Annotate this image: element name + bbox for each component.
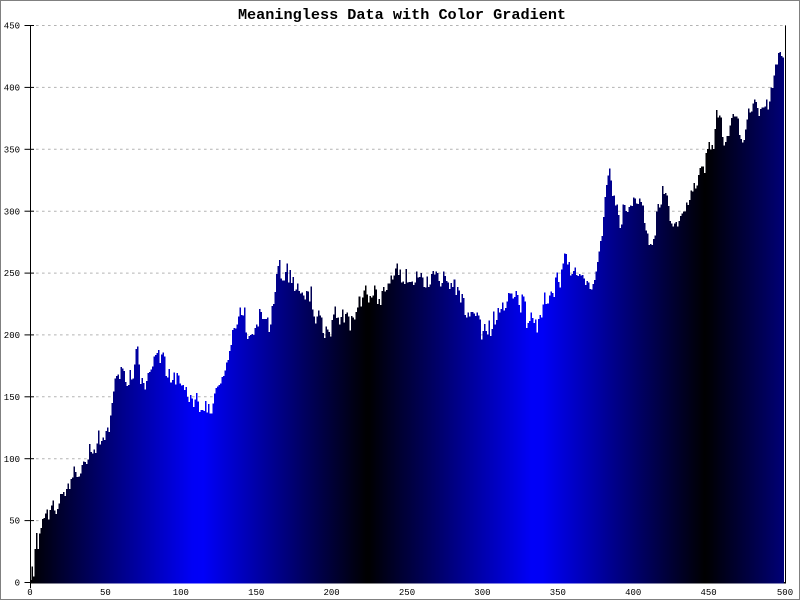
svg-text:100: 100 [4,455,20,465]
svg-text:0: 0 [15,579,20,589]
svg-text:350: 350 [4,145,20,155]
svg-text:100: 100 [173,588,189,598]
svg-text:250: 250 [399,588,415,598]
svg-text:Meaningless Data with Color Gr: Meaningless Data with Color Gradient [238,6,566,24]
svg-text:150: 150 [4,393,20,403]
svg-text:400: 400 [625,588,641,598]
svg-text:400: 400 [4,84,20,94]
svg-text:450: 450 [700,588,716,598]
svg-text:500: 500 [777,588,793,598]
svg-text:450: 450 [4,22,20,32]
svg-text:300: 300 [4,207,20,217]
svg-text:0: 0 [27,588,32,598]
svg-text:300: 300 [474,588,490,598]
svg-text:50: 50 [9,517,20,527]
svg-text:150: 150 [248,588,264,598]
svg-text:200: 200 [4,331,20,341]
svg-text:250: 250 [4,269,20,279]
svg-text:50: 50 [100,588,111,598]
svg-text:350: 350 [550,588,566,598]
svg-text:200: 200 [323,588,339,598]
